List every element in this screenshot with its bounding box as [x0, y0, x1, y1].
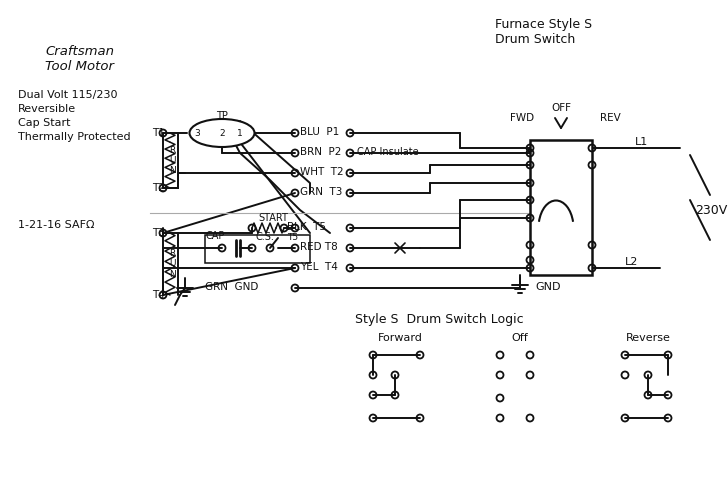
Text: CAP: CAP	[205, 231, 224, 241]
Bar	[205, 235, 310, 263]
Text: 1: 1	[237, 129, 243, 138]
Text: FWD: FWD	[510, 113, 534, 123]
Text: L2: L2	[625, 257, 638, 267]
Text: 1-21-16 SAFΩ: 1-21-16 SAFΩ	[18, 220, 95, 230]
Text: BLK  T5: BLK T5	[287, 222, 326, 232]
Text: YEL  T4: YEL T4	[300, 262, 338, 272]
Text: T5: T5	[287, 234, 298, 243]
Text: BRN  P2: BRN P2	[300, 147, 341, 157]
Text: Forward: Forward	[378, 333, 422, 343]
Text: T2: T2	[152, 183, 165, 193]
Text: Reversible: Reversible	[18, 104, 76, 114]
Text: REV: REV	[600, 113, 621, 123]
Ellipse shape	[189, 119, 255, 147]
Text: Craftsman
Tool Motor: Craftsman Tool Motor	[45, 45, 114, 73]
Text: T4: T4	[152, 290, 165, 300]
Text: CAP Insulate: CAP Insulate	[357, 147, 419, 157]
Text: Reverse: Reverse	[625, 333, 670, 343]
Text: C.S.: C.S.	[255, 232, 274, 242]
Text: 3: 3	[194, 129, 200, 138]
Text: OFF: OFF	[551, 103, 571, 113]
Text: L1: L1	[635, 137, 648, 147]
Text: Cap Start: Cap Start	[18, 118, 71, 128]
Text: GRN  T3: GRN T3	[300, 187, 342, 197]
Text: R
U
N: R U N	[169, 145, 175, 176]
Bar	[530, 140, 592, 275]
Text: Dual Volt 115/230: Dual Volt 115/230	[18, 90, 117, 100]
Text: Furnace Style S
Drum Switch: Furnace Style S Drum Switch	[495, 18, 592, 46]
Text: T1: T1	[152, 128, 165, 138]
Text: 230V: 230V	[695, 204, 727, 216]
Text: GND: GND	[535, 282, 561, 292]
Text: T3: T3	[152, 228, 165, 238]
Text: START: START	[258, 213, 288, 223]
Text: RED T8: RED T8	[300, 242, 338, 252]
Text: Style S  Drum Switch Logic: Style S Drum Switch Logic	[355, 314, 523, 326]
Text: Off: Off	[512, 333, 529, 343]
Text: BLU  P1: BLU P1	[300, 127, 339, 137]
Text: Thermally Protected: Thermally Protected	[18, 132, 130, 142]
Text: TP: TP	[216, 111, 228, 121]
Text: WHT  T2: WHT T2	[300, 167, 344, 177]
Text: R
U
N: R U N	[169, 249, 175, 279]
Text: 2: 2	[219, 129, 225, 138]
Text: GRN  GND: GRN GND	[205, 282, 258, 292]
